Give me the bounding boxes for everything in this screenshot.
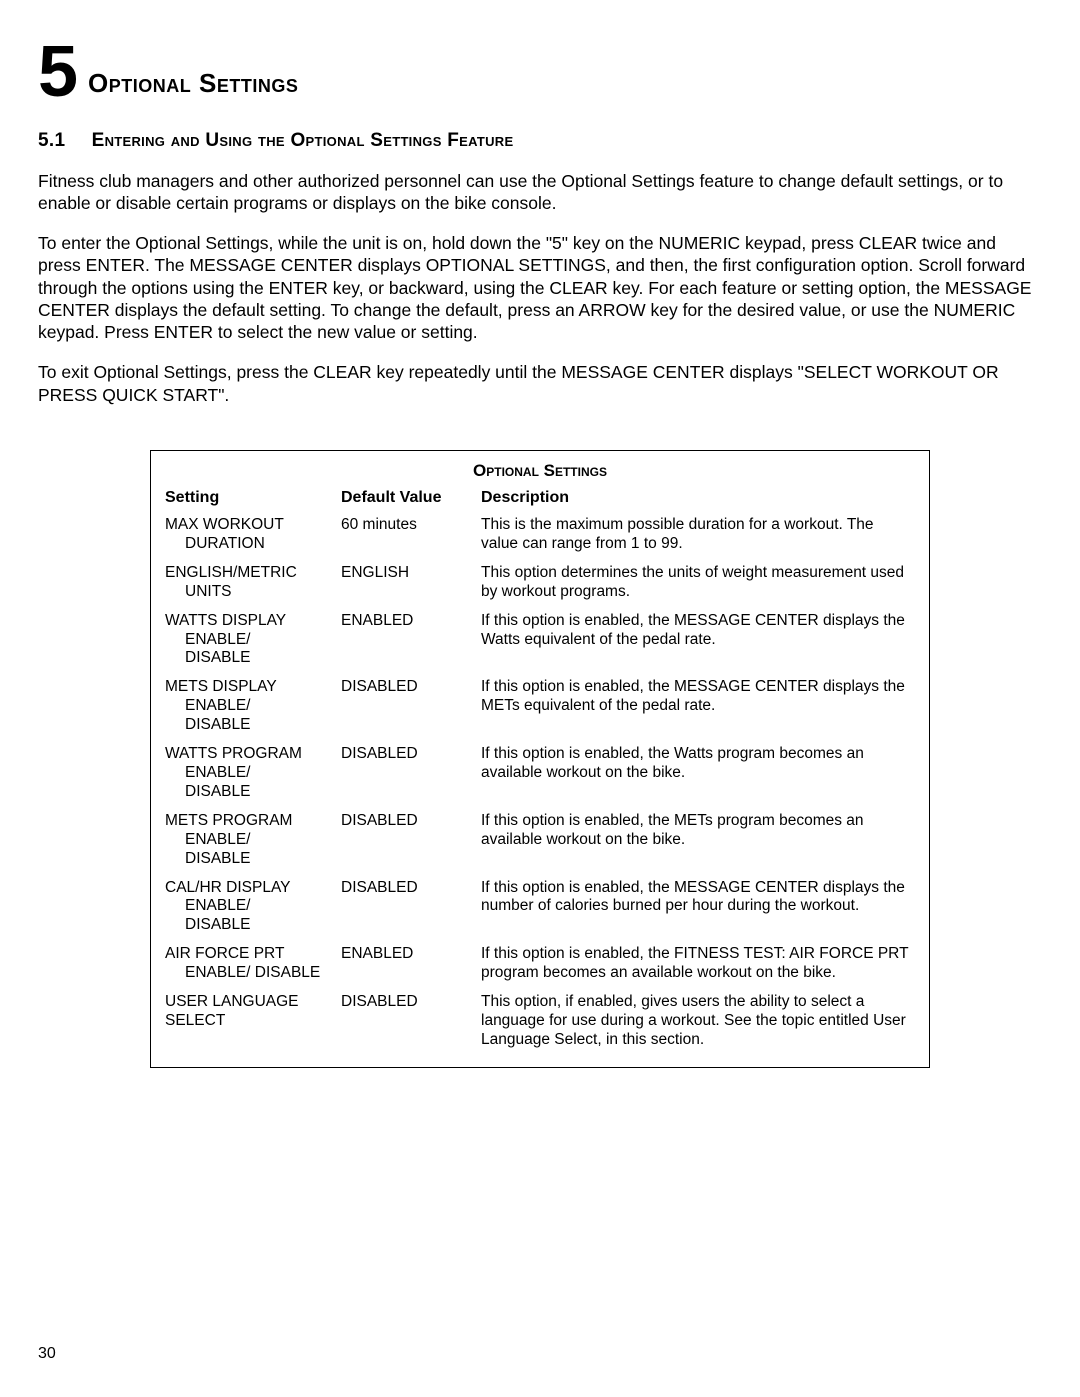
setting-main: MAX WORKOUT (165, 516, 284, 533)
cell-default: DISABLED (341, 673, 481, 740)
setting-main: CAL/HR DISPLAY (165, 879, 290, 896)
section-title: Entering and Using the Optional Settings… (92, 130, 514, 151)
cell-setting: ENGLISH/METRIC UNITS (165, 559, 341, 607)
cell-setting: WATTS PROGRAM ENABLE/ DISABLE (165, 740, 341, 807)
cell-setting: CAL/HR DISPLAYENABLE/ DISABLE (165, 874, 341, 941)
page: 5 Optional Settings 5.1 Entering and Usi… (0, 0, 1080, 1397)
body-paragraph: To exit Optional Settings, press the CLE… (38, 361, 1042, 406)
setting-sub: ENABLE/ DISABLE (165, 964, 337, 983)
chapter-heading: 5 Optional Settings (38, 36, 1042, 108)
table-row: USER LANGUAGE SELECT DISABLEDThis option,… (165, 988, 915, 1055)
table-row: METS PROGRAM ENABLE/ DISABLEDISABLEDIf th… (165, 807, 915, 874)
table-title: Optional Settings (165, 461, 915, 481)
table-row: AIR FORCE PRT ENABLE/ DISABLEENABLEDIf th… (165, 940, 915, 988)
settings-table-container: Optional Settings Setting Default Value … (150, 450, 930, 1068)
setting-sub: ENABLE/ DISABLE (165, 631, 337, 669)
setting-main: WATTS PROGRAM (165, 745, 302, 762)
table-row: MAX WORKOUT DURATION60 minutesThis is the… (165, 511, 915, 559)
setting-main: AIR FORCE PRT (165, 945, 284, 962)
cell-description: If this option is enabled, the MESSAGE C… (481, 607, 915, 674)
setting-sub: ENABLE/ DISABLE (165, 897, 337, 935)
cell-default: ENABLED (341, 607, 481, 674)
table-row: WATTS DISPLAY ENABLE/ DISABLEENABLEDIf th… (165, 607, 915, 674)
setting-main: WATTS DISPLAY (165, 612, 286, 629)
cell-description: This option determines the units of weig… (481, 559, 915, 607)
cell-default: DISABLED (341, 740, 481, 807)
setting-sub: ENABLE/ DISABLE (165, 764, 337, 802)
setting-main: METS PROGRAM (165, 812, 292, 829)
cell-setting: WATTS DISPLAY ENABLE/ DISABLE (165, 607, 341, 674)
cell-setting: METS DISPLAY ENABLE/ DISABLE (165, 673, 341, 740)
table-row: WATTS PROGRAM ENABLE/ DISABLEDISABLEDIf t… (165, 740, 915, 807)
setting-sub: ENABLE/ DISABLE (165, 831, 337, 869)
page-number: 30 (38, 1345, 56, 1363)
setting-main: USER LANGUAGE SELECT (165, 993, 299, 1029)
chapter-number: 5 (38, 36, 78, 108)
cell-default: ENABLED (341, 940, 481, 988)
cell-setting: METS PROGRAM ENABLE/ DISABLE (165, 807, 341, 874)
col-header-description: Description (481, 487, 915, 511)
col-header-default: Default Value (341, 487, 481, 511)
table-row: ENGLISH/METRIC UNITSENGLISHThis option de… (165, 559, 915, 607)
cell-setting: MAX WORKOUT DURATION (165, 511, 341, 559)
cell-default: ENGLISH (341, 559, 481, 607)
cell-default: DISABLED (341, 874, 481, 941)
setting-sub: ENABLE/ DISABLE (165, 697, 337, 735)
cell-default: 60 minutes (341, 511, 481, 559)
col-header-setting: Setting (165, 487, 341, 511)
settings-table: Setting Default Value Description MAX WO… (165, 487, 915, 1055)
cell-default: DISABLED (341, 807, 481, 874)
cell-description: If this option is enabled, the Watts pro… (481, 740, 915, 807)
cell-description: If this option is enabled, the METs prog… (481, 807, 915, 874)
cell-description: If this option is enabled, the MESSAGE C… (481, 673, 915, 740)
cell-description: If this option is enabled, the MESSAGE C… (481, 874, 915, 941)
cell-setting: AIR FORCE PRT ENABLE/ DISABLE (165, 940, 341, 988)
setting-sub: DURATION (165, 535, 337, 554)
cell-default: DISABLED (341, 988, 481, 1055)
setting-main: METS DISPLAY (165, 678, 277, 695)
cell-description: If this option is enabled, the FITNESS T… (481, 940, 915, 988)
section-number: 5.1 (38, 130, 86, 152)
setting-main: ENGLISH/METRIC (165, 564, 297, 581)
body-paragraph: To enter the Optional Settings, while th… (38, 232, 1042, 344)
table-header-row: Setting Default Value Description (165, 487, 915, 511)
chapter-title: Optional Settings (88, 68, 298, 99)
table-row: METS DISPLAY ENABLE/ DISABLEDISABLEDIf th… (165, 673, 915, 740)
body-paragraph: Fitness club managers and other authoriz… (38, 170, 1042, 215)
cell-description: This is the maximum possible duration fo… (481, 511, 915, 559)
section-heading: 5.1 Entering and Using the Optional Sett… (38, 130, 1042, 152)
setting-sub: UNITS (165, 583, 337, 602)
cell-description: This option, if enabled, gives users the… (481, 988, 915, 1055)
table-row: CAL/HR DISPLAYENABLE/ DISABLEDISABLEDIf … (165, 874, 915, 941)
cell-setting: USER LANGUAGE SELECT (165, 988, 341, 1055)
